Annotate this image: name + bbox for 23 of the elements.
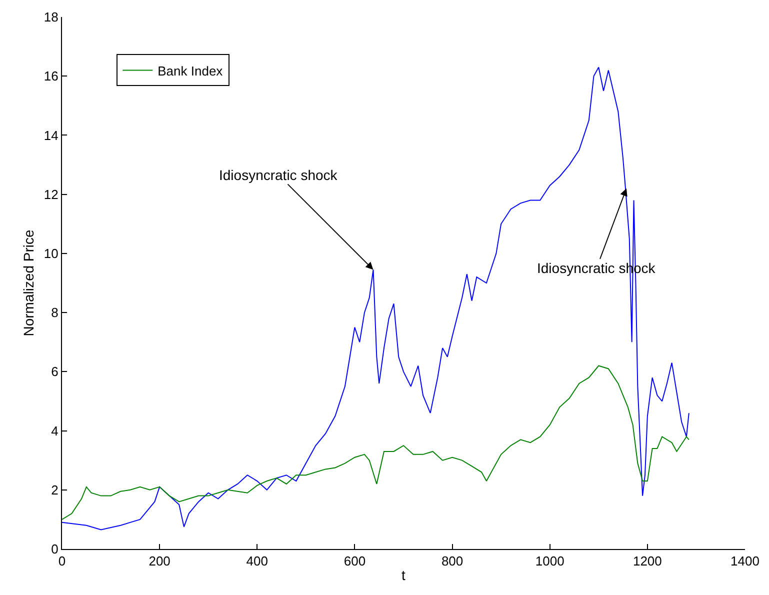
y-tick-label: 16 [44,68,58,84]
x-tick-label: 800 [441,554,464,569]
x-tick-label: 1400 [730,554,760,569]
x-tick-label: 600 [344,554,366,569]
x-tick-label: 200 [148,554,170,569]
y-tick-label: 10 [44,246,58,261]
x-tick-label: 400 [246,554,268,569]
y-tick-label: 8 [51,305,58,320]
y-tick-label: 12 [44,186,58,202]
y-tick-label: 14 [44,128,58,143]
y-axis-title: Normalized Price [20,229,37,336]
x-tick-label: 1200 [632,554,662,569]
y-tick-label: 4 [51,423,58,438]
y-tick-label: 0 [51,542,58,557]
y-tick-label: 2 [51,482,58,498]
y-tick-label: 6 [51,364,58,380]
x-tick-label: 1000 [535,554,564,569]
annotation: Idiosyncratic shock [219,167,338,183]
x-axis-title: t [402,566,406,583]
y-tick-label: 18 [44,10,58,25]
line-series [62,365,690,520]
line-series [62,66,690,530]
legend-label: Bank Index [158,63,224,78]
